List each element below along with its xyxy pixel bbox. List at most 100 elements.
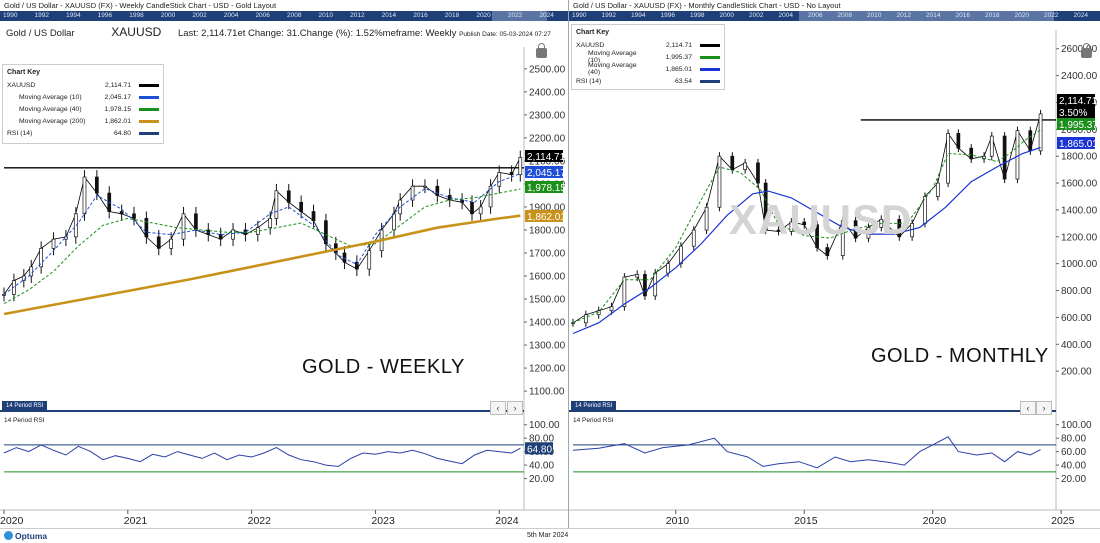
timebar-year: 2018 xyxy=(444,12,460,19)
y-tick-label: 1900.00 xyxy=(529,202,566,213)
candle-body xyxy=(825,247,830,256)
timebar-year: 2024 xyxy=(1073,12,1088,19)
monthly-timebar-selection[interactable] xyxy=(799,11,1054,21)
weekly-scroll-left-button[interactable]: ‹ xyxy=(490,401,506,415)
timebar-year: 2004 xyxy=(778,12,793,19)
rsi-y-tick-label: 60.00 xyxy=(1061,447,1086,458)
monthly-key-value: 63.54 xyxy=(674,77,692,85)
candle-body xyxy=(286,190,291,203)
timebar-year: 2006 xyxy=(255,12,270,19)
value-label-bg xyxy=(1057,118,1095,130)
timebar-year: 2000 xyxy=(719,12,734,19)
candle-body xyxy=(82,176,87,215)
weekly-key-name: RSI (14) xyxy=(7,129,33,137)
rsi-y-tick-label: 40.00 xyxy=(529,461,554,472)
x-tick-label: 2010 xyxy=(666,515,690,527)
rsi-value-label: 64.80 xyxy=(527,444,552,455)
candle-body xyxy=(169,238,173,249)
y-tick-label: 200.00 xyxy=(1061,367,1092,378)
monthly-key-name: Moving Average (10) xyxy=(588,50,637,64)
monthly-panel: Gold / US Dollar - XAUUSD (FX) - Monthly… xyxy=(569,0,1100,528)
candle-body xyxy=(969,147,974,160)
weekly-lock-icon[interactable] xyxy=(536,43,547,58)
candle-body xyxy=(497,172,502,187)
monthly-key-value: 1,995.37 xyxy=(665,53,692,61)
optuma-logo-icon xyxy=(4,531,13,540)
candle-body xyxy=(666,263,670,274)
monthly-chart-key: Chart Key XAUUSD 2,114.71 Moving Average (… xyxy=(571,24,725,90)
candle-body xyxy=(1038,113,1043,152)
weekly-rsi-tab[interactable]: 14 Period RSI xyxy=(2,401,48,411)
monthly-key-name: Moving Average (40) xyxy=(588,62,637,76)
optuma-logo: Optuma xyxy=(4,530,47,543)
candle-body xyxy=(789,221,794,232)
monthly-key-value: 2,114.71 xyxy=(666,41,692,49)
weekly-rsi-title: 14 Period RSI xyxy=(4,417,45,424)
weekly-key-name: XAUUSD xyxy=(7,81,36,89)
rsi-series-line xyxy=(3,444,521,467)
value-label: 2,114.71 xyxy=(527,152,566,163)
value-label-bg xyxy=(1057,137,1095,149)
monthly-lock-icon[interactable] xyxy=(1081,43,1092,58)
y-tick-label: 1100.00 xyxy=(529,387,565,398)
monthly-scroll-left-button[interactable]: ‹ xyxy=(1020,401,1036,415)
y-tick-label: 1300.00 xyxy=(529,341,566,352)
candle-body xyxy=(2,294,6,296)
value-label: 2,045.17 xyxy=(527,168,566,179)
timebar-year: 2014 xyxy=(381,12,397,19)
weekly-key-name: Moving Average (200) xyxy=(19,117,86,125)
weekly-rsi-divider xyxy=(0,410,524,412)
candle-body xyxy=(410,185,415,201)
monthly-key-row: Moving Average (40) 1,865.01 xyxy=(572,62,724,76)
candle-body xyxy=(635,274,640,278)
candle-body xyxy=(218,234,223,240)
value-label: 1,995.37 xyxy=(1059,120,1098,131)
candle-body xyxy=(935,182,940,197)
candle-body xyxy=(488,185,493,208)
monthly-key-swatch xyxy=(700,79,720,83)
monthly-rsi-tab[interactable]: 14 Period RSI xyxy=(571,401,617,411)
timebar-year: 2014 xyxy=(926,12,941,19)
y-tick-label: 1800.00 xyxy=(1061,152,1098,163)
weekly-scroll-right-button[interactable]: › xyxy=(507,401,523,415)
timebar-year: 2012 xyxy=(350,12,365,19)
candle-body xyxy=(39,248,43,268)
weekly-info-text: Last: 2,114.71et Change: 31.Change (%): … xyxy=(177,28,457,39)
series-line-moving-average-10- xyxy=(3,173,521,295)
timebar-year: 2010 xyxy=(318,12,334,19)
x-tick-label: 2024 xyxy=(495,515,519,527)
candle-body xyxy=(21,275,26,281)
value-label-bg xyxy=(525,166,563,178)
weekly-key-value: 2,045.17 xyxy=(104,93,131,101)
timebar-year: 2018 xyxy=(985,12,1000,19)
candle-body xyxy=(132,213,136,219)
candle-body xyxy=(802,221,807,226)
candle-body xyxy=(730,155,735,170)
candle-body xyxy=(518,157,523,176)
monthly-scroll-right-button[interactable]: › xyxy=(1036,401,1052,415)
value-label-bg xyxy=(525,210,563,222)
weekly-key-row: Moving Average (40) 1,978.15 xyxy=(3,103,163,115)
weekly-timebar-selection[interactable] xyxy=(492,11,547,21)
weekly-key-value: 64.80 xyxy=(113,129,131,137)
timebar-year: 2022 xyxy=(507,12,523,19)
monthly-timebar[interactable]: 1990 1992 1994 1996 1998 2000 2002 2004 2006 2008… xyxy=(569,11,1100,21)
timebar-year: 1994 xyxy=(631,12,646,19)
monthly-rsi-divider xyxy=(569,410,1056,412)
monthly-big-label: GOLD - MONTHLY xyxy=(871,345,1049,367)
weekly-key-value: 2,114.71 xyxy=(105,81,131,89)
weekly-key-name: Moving Average (10) xyxy=(19,93,82,101)
timebar-year: 2010 xyxy=(867,12,882,19)
timebar-year: 2016 xyxy=(413,12,428,19)
weekly-timebar[interactable]: 1990 1992 1994 1996 1998 2000 2002 2004 2006 2008… xyxy=(0,11,568,21)
weekly-publish-date: Publish Date: 05-03-2024 07:27 xyxy=(459,31,551,38)
x-tick-label: 2025 xyxy=(1051,515,1075,527)
y-tick-label: 2200.00 xyxy=(529,133,566,144)
candle-body xyxy=(717,155,722,208)
weekly-key-swatch xyxy=(139,107,159,111)
candle-body xyxy=(840,220,845,256)
rsi-y-tick-label: 100.00 xyxy=(529,420,560,431)
candle-body xyxy=(815,224,819,248)
monthly-key-row: RSI (14) 63.54 xyxy=(572,75,724,87)
candle-body xyxy=(622,276,627,308)
